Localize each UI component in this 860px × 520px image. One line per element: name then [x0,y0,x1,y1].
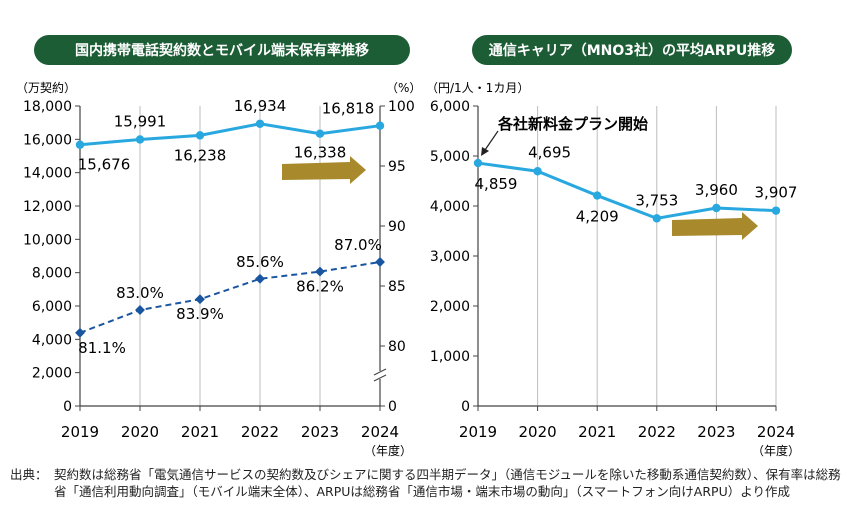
left-y-tick-0: 0 [63,399,72,415]
left-trend-arrow [282,156,366,184]
right-chart-title-bg [472,35,792,65]
left-y-tick-7: 14,000 [23,166,72,182]
left-y-tick-8: 16,000 [23,132,72,148]
left-y2-tick-0: 0 [388,399,397,415]
right-y-tick-3: 3,000 [430,249,470,265]
left-y-tick-5: 10,000 [23,232,72,248]
right-x-tick-2023: 2023 [697,423,735,441]
left-y-tick-9: 18,000 [23,99,72,115]
right-annotation-text: 各社新料金プラン開始 [497,115,648,133]
left-ownership-point-2021 [195,294,205,305]
source-text: 契約数は総務省「電気通信サービスの契約数及びシェアに関する四半期データ」（通信モ… [54,467,841,499]
right-x-tick-2019: 2019 [459,423,497,441]
left-ownership-label-2022: 85.6% [236,253,284,271]
left-series-ownership-line [79,261,381,334]
left-contracts-label-2020: 15,991 [114,112,167,130]
left-y-tick-4: 8,000 [32,266,72,282]
right-x-unit: （年度） [752,443,800,458]
left-y2-tick-2: 85 [388,279,406,295]
left-y-tick-6: 12,000 [23,199,72,215]
right-x-tick-2021: 2021 [578,423,616,441]
left-x-tick-2020: 2020 [121,423,159,441]
right-x-tick-2022: 2022 [638,423,676,441]
right-arpu-point-2022 [652,214,661,223]
right-x-tick-2024: 2024 [757,423,795,441]
right-arpu-label-2020: 4,695 [528,143,571,161]
left-contracts-label-2024: 16,818 [322,100,375,118]
left-x-tick-2019: 2019 [61,423,99,441]
left-y2-tick-1: 80 [388,339,406,355]
right-arpu-point-2023 [712,203,721,213]
right-arpu-point-2019 [473,158,483,168]
right-y-tick-2: 2,000 [430,299,470,315]
left-x-tick-2023: 2023 [301,423,339,441]
source-label: 出典： [10,467,48,482]
charts-canvas: 国内携帯電話契約数とモバイル端末保有率推移 0 2,000 4,000 6,000 8,0… [16,35,800,458]
left-ownership-label-2020: 83.0% [116,284,164,302]
right-y-tick-5: 5,000 [430,149,470,165]
left-contracts-label-2021: 16,238 [174,146,227,164]
left-y-tick-3: 6,000 [32,299,72,315]
right-trend-arrow [672,212,758,240]
left-x-unit: （年度） [364,443,412,458]
right-y-tick-6: 6,000 [430,99,470,115]
right-arpu-label-2022: 3,753 [635,191,678,209]
left-ownership-label-2019: 81.1% [78,339,126,357]
left-contracts-point-2019 [75,140,85,149]
left-contracts-label-2019: 15,676 [78,156,131,174]
left-axis-break-gap [374,371,386,379]
right-annotation-pointer [484,130,499,151]
left-ownership-point-2022 [255,273,265,284]
left-contracts-label-2022: 16,934 [234,97,287,115]
right-y-unit: （円/1人・1カ月） [426,81,529,95]
right-arpu-label-2021: 4,209 [576,208,619,226]
right-arpu-point-2021 [593,191,602,200]
left-x-tick-2021: 2021 [181,423,219,441]
left-ownership-point-2023 [315,266,325,277]
right-arpu-point-2020 [533,167,542,176]
left-y2-unit: （%） [386,81,421,95]
right-arpu-label-2019: 4,859 [475,175,518,193]
left-contracts-label-2023: 16,338 [294,144,347,162]
left-contracts-point-2021 [195,131,205,140]
right-x-tick-2020: 2020 [519,423,557,441]
left-x-tick-2024: 2024 [361,423,399,441]
left-y-unit: （万契約） [16,80,76,95]
right-annotation-arrowhead [481,147,489,156]
left-contracts-point-2020 [135,135,145,144]
right-y-tick-4: 4,000 [430,199,470,215]
left-contracts-point-2022 [255,119,265,128]
left-ownership-point-2019 [75,327,85,338]
right-arpu-label-2024: 3,907 [755,184,798,202]
right-chart-title: 通信キャリア（MNO3社）の平均ARPU推移 [489,42,776,59]
left-ownership-point-2020 [135,305,145,315]
left-ownership-label-2021: 83.9% [176,305,224,323]
left-axis-break-mark-1 [373,368,387,376]
left-axis-break-mark-2 [373,374,387,382]
left-contracts-point-2023 [315,129,325,138]
left-ownership-point-2024 [375,257,385,267]
right-y-tick-0: 0 [461,399,470,415]
left-chart-title-bg [34,35,410,65]
right-series-arpu-line [477,161,777,220]
left-x-tick-2022: 2022 [241,423,279,441]
right-arpu-point-2024 [771,206,781,215]
left-series-contracts-line [79,122,381,147]
left-y2-tick-3: 90 [388,219,406,235]
right-y-tick-1: 1,000 [430,349,470,365]
right-arpu-label-2023: 3,960 [695,181,738,199]
left-ownership-label-2023: 86.2% [296,278,344,296]
left-y-tick-1: 2,000 [32,366,72,382]
left-ownership-label-2024: 87.0% [334,236,382,254]
left-y-tick-2: 4,000 [32,332,72,348]
left-y2-tick-4: 95 [388,159,406,175]
source-note: 出典： 契約数は総務省「電気通信サービスの契約数及びシェアに関する四半期データ」… [10,466,850,500]
left-chart-title: 国内携帯電話契約数とモバイル端末保有率推移 [75,42,369,59]
left-y2-tick-5: 100 [388,99,415,115]
left-contracts-point-2024 [375,121,385,130]
